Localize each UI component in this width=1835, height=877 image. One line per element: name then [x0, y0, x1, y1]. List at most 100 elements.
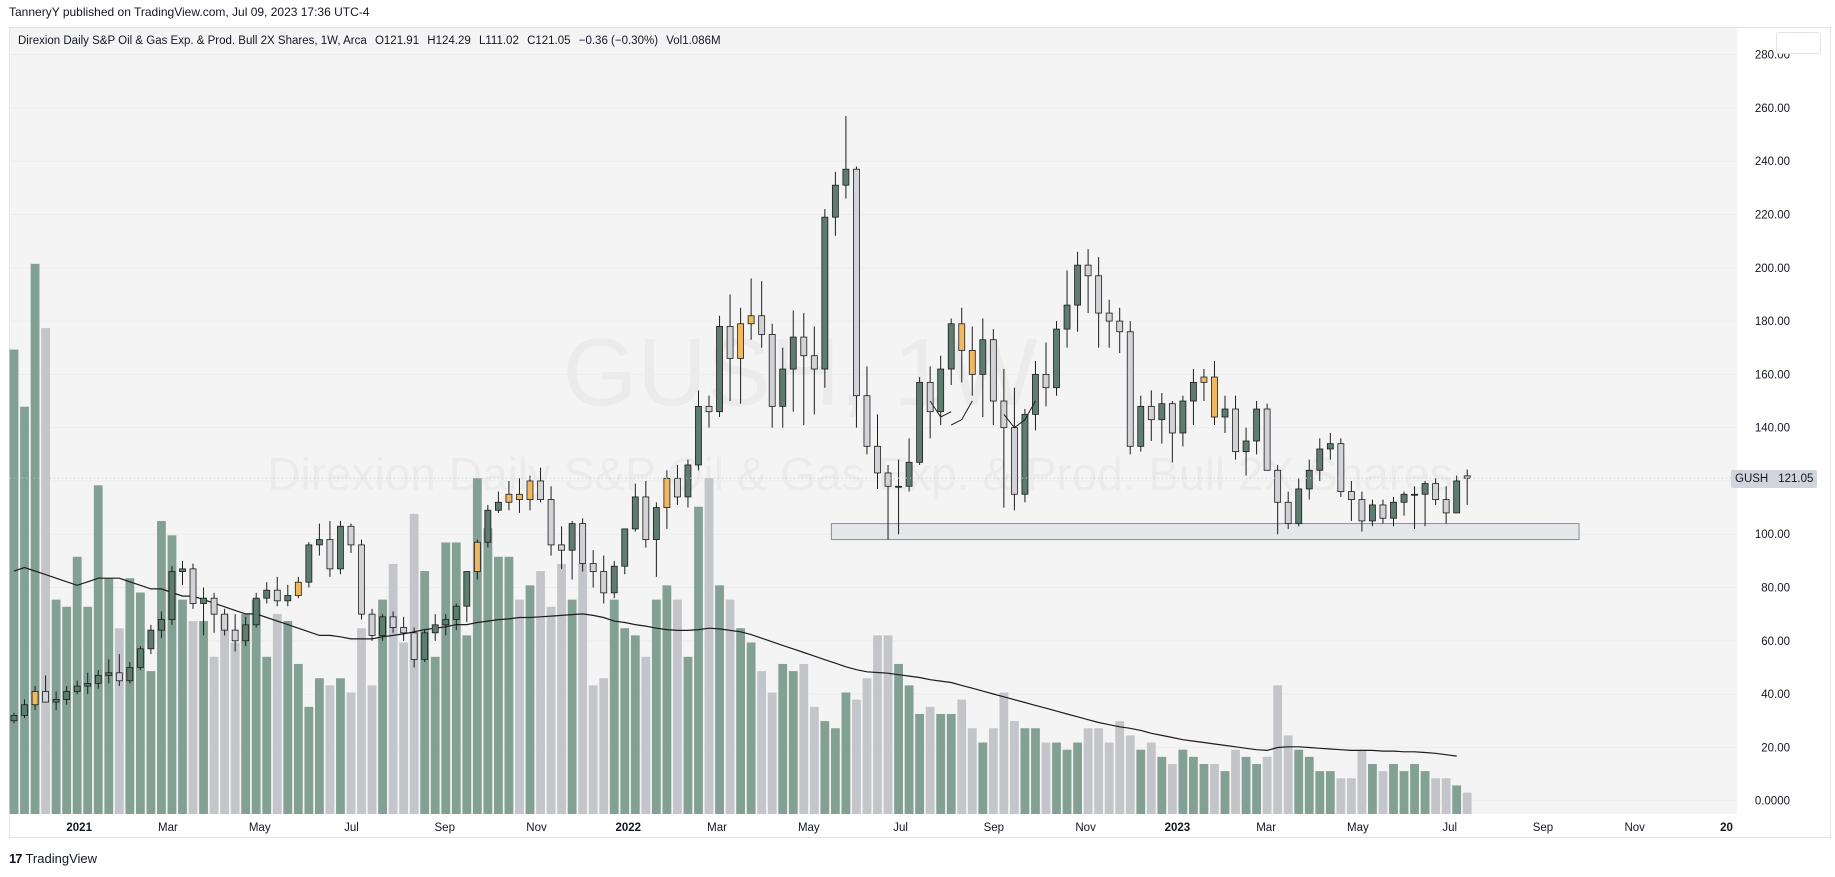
candle[interactable] — [263, 582, 271, 604]
candle[interactable] — [747, 278, 755, 340]
candle[interactable] — [589, 550, 597, 588]
candle[interactable] — [726, 294, 734, 402]
candle[interactable] — [1305, 459, 1313, 500]
candle[interactable] — [1242, 427, 1250, 476]
candle[interactable] — [579, 518, 587, 572]
candle[interactable] — [52, 691, 60, 711]
candle[interactable] — [42, 675, 49, 703]
candle[interactable] — [452, 603, 460, 631]
candle[interactable] — [389, 611, 397, 633]
candle[interactable] — [642, 480, 650, 548]
candle[interactable] — [537, 467, 544, 503]
candle[interactable] — [905, 438, 913, 492]
chart-corner-button[interactable] — [1776, 32, 1821, 54]
candle[interactable] — [379, 614, 386, 641]
candle[interactable] — [242, 616, 250, 647]
candle[interactable] — [147, 624, 155, 655]
candle[interactable] — [158, 611, 165, 639]
candle[interactable] — [63, 686, 71, 705]
candle[interactable] — [1179, 395, 1187, 447]
candle[interactable] — [1369, 499, 1376, 527]
candle[interactable] — [1326, 432, 1334, 460]
candle[interactable] — [663, 470, 671, 529]
candle[interactable] — [1337, 438, 1345, 497]
symbol-legend[interactable]: Direxion Daily S&P Oil & Gas Exp. & Prod… — [18, 35, 726, 47]
candle[interactable] — [484, 504, 492, 548]
candle[interactable] — [505, 480, 513, 511]
candle[interactable] — [73, 680, 81, 695]
candle[interactable] — [1147, 390, 1155, 441]
candle[interactable] — [1263, 403, 1271, 471]
candle[interactable] — [1137, 395, 1145, 452]
candle[interactable] — [221, 608, 229, 636]
candle[interactable] — [568, 520, 576, 580]
candle[interactable] — [1284, 491, 1292, 529]
candle[interactable] — [926, 366, 934, 439]
candle[interactable] — [968, 326, 976, 396]
candle[interactable] — [84, 672, 92, 695]
candle[interactable] — [716, 315, 723, 418]
candle[interactable] — [1421, 480, 1429, 527]
candle[interactable] — [1274, 464, 1282, 535]
candle[interactable] — [1211, 361, 1218, 425]
candle[interactable] — [674, 464, 681, 505]
candle[interactable] — [1116, 307, 1124, 354]
candle[interactable] — [1074, 251, 1081, 332]
candle[interactable] — [705, 395, 713, 428]
candle[interactable] — [326, 520, 334, 577]
candle[interactable] — [789, 310, 797, 412]
candle[interactable] — [495, 491, 502, 513]
candles[interactable] — [10, 115, 1471, 724]
candle[interactable] — [1084, 249, 1092, 314]
candle[interactable] — [800, 313, 808, 425]
candle[interactable] — [10, 712, 18, 724]
candle[interactable] — [1453, 475, 1461, 514]
candle[interactable] — [558, 526, 565, 569]
candle[interactable] — [516, 478, 523, 513]
candle[interactable] — [1232, 395, 1239, 460]
candle[interactable] — [916, 377, 924, 465]
candle[interactable] — [347, 523, 355, 553]
candle[interactable] — [410, 627, 418, 668]
candle[interactable] — [1095, 257, 1103, 348]
candle[interactable] — [631, 483, 639, 532]
candle[interactable] — [947, 318, 955, 386]
candle[interactable] — [610, 560, 618, 599]
candle[interactable] — [442, 614, 450, 636]
candle[interactable] — [600, 555, 608, 604]
candle[interactable] — [273, 576, 281, 607]
candle[interactable] — [1379, 499, 1387, 524]
candle[interactable] — [1158, 393, 1166, 444]
candle[interactable] — [210, 592, 218, 633]
candle[interactable] — [231, 614, 239, 652]
candle[interactable] — [1021, 409, 1029, 503]
candle[interactable] — [189, 563, 197, 609]
candle[interactable] — [1053, 321, 1060, 396]
candle[interactable] — [758, 281, 766, 348]
candle[interactable] — [937, 355, 945, 425]
candle[interactable] — [1390, 496, 1397, 527]
candle[interactable] — [1000, 369, 1008, 508]
candle[interactable] — [1432, 478, 1440, 505]
candle[interactable] — [368, 608, 376, 641]
candle[interactable] — [526, 475, 534, 511]
candle[interactable] — [200, 587, 207, 636]
candle[interactable] — [358, 539, 365, 620]
candle[interactable] — [1442, 486, 1450, 524]
candle[interactable] — [126, 662, 134, 684]
candle[interactable] — [979, 318, 987, 418]
candle[interactable] — [695, 390, 702, 471]
candle[interactable] — [136, 646, 144, 671]
price-axis[interactable]: 0.000020.0040.0060.0080.00100.00120.0014… — [1755, 50, 1790, 808]
candle[interactable] — [547, 486, 555, 556]
candle[interactable] — [1358, 491, 1366, 532]
candle[interactable] — [821, 209, 829, 388]
candle[interactable] — [1295, 478, 1303, 527]
candle[interactable] — [421, 630, 429, 663]
candle[interactable] — [115, 654, 123, 687]
candle[interactable] — [1347, 480, 1355, 521]
candle[interactable] — [842, 115, 850, 199]
candle[interactable] — [400, 616, 408, 641]
candle[interactable] — [21, 699, 28, 719]
candle[interactable] — [1221, 395, 1229, 433]
